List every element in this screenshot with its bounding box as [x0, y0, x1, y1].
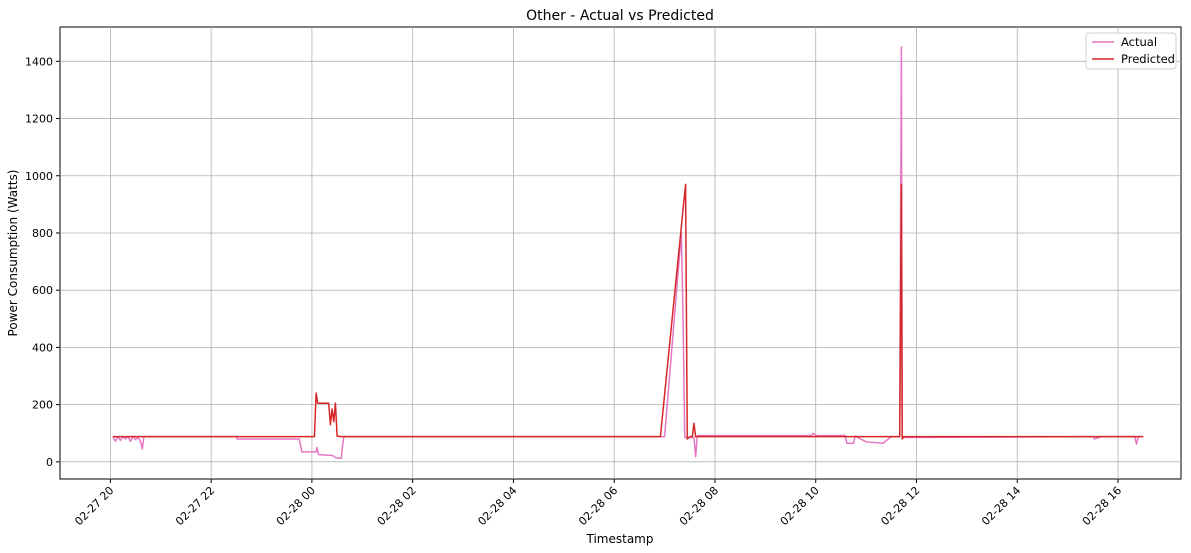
series-line-predicted [112, 183, 1144, 440]
x-tick-label: 02-27 20 [72, 484, 116, 528]
plot-area [59, 26, 1182, 480]
y-tick-label: 0 [46, 456, 53, 469]
y-tick-label: 200 [32, 399, 53, 412]
x-tick-label: 02-28 10 [778, 484, 822, 528]
x-tick-label: 02-27 22 [173, 484, 217, 528]
legend-label-actual: Actual [1121, 35, 1157, 49]
y-tick-label: 400 [32, 341, 53, 354]
legend: Actual Predicted [1085, 32, 1177, 70]
legend-label-predicted: Predicted [1121, 52, 1175, 66]
x-tick-label: 02-28 02 [375, 484, 419, 528]
y-tick-label: 1400 [25, 55, 53, 68]
x-axis: 02-27 20 02-27 22 02-28 00 02-28 02 02-28 04… [72, 479, 1124, 528]
y-tick-label: 800 [32, 227, 53, 240]
y-axis-title: Power Consumption (Watts) [6, 170, 20, 337]
y-tick-label: 1000 [25, 170, 53, 183]
x-tick-label: 02-28 12 [878, 484, 922, 528]
x-tick-label: 02-28 16 [1080, 484, 1124, 528]
x-tick-label: 02-28 06 [576, 484, 620, 528]
x-tick-label: 02-28 08 [677, 484, 721, 528]
series-lines [112, 46, 1144, 460]
x-axis-title: Timestamp [586, 532, 654, 546]
x-tick-label: 02-28 00 [274, 484, 318, 528]
x-tick-label: 02-28 14 [979, 484, 1023, 528]
grid-lines [60, 27, 1181, 479]
y-tick-label: 600 [32, 284, 53, 297]
y-tick-label: 1200 [25, 113, 53, 126]
y-axis: 0 200 400 600 800 1000 1200 1400 [25, 55, 60, 469]
x-tick-label: 02-28 04 [475, 484, 519, 528]
chart-title: Other - Actual vs Predicted [526, 8, 714, 24]
plot-border [59, 26, 1182, 480]
